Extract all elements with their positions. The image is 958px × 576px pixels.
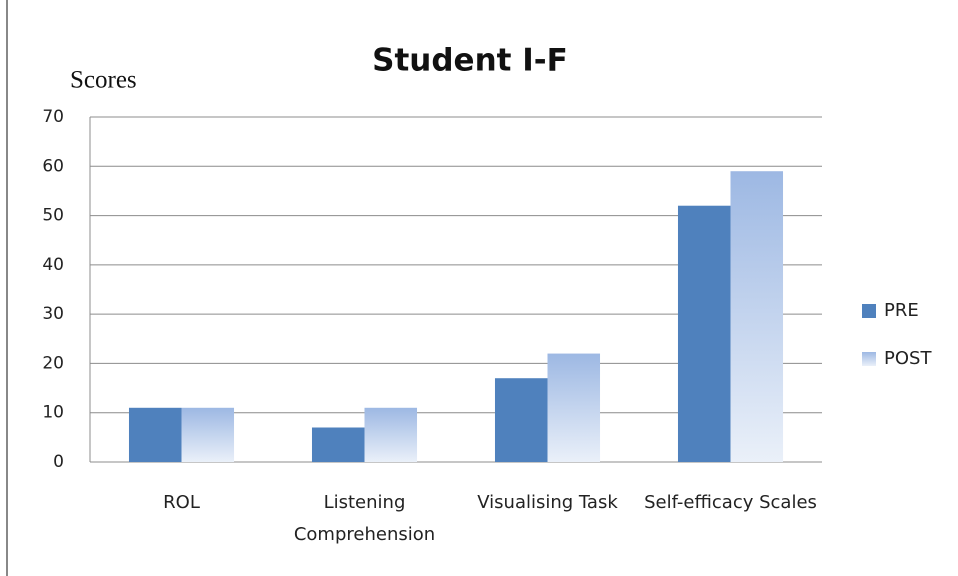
y-tick-label: 10	[42, 403, 64, 423]
x-tick-label: Visualising Task	[477, 492, 618, 513]
y-tick-label: 0	[53, 452, 64, 472]
bar	[311, 427, 365, 462]
bar	[677, 205, 731, 462]
y-tick-label: 60	[42, 156, 64, 176]
legend-label: POST	[884, 348, 932, 369]
y-tick-label: 20	[42, 353, 64, 373]
bar	[730, 171, 784, 462]
bar	[364, 407, 418, 462]
legend-swatch	[862, 304, 876, 318]
x-tick-label: ROL	[163, 492, 200, 513]
y-tick-label: 70	[42, 107, 64, 127]
bar	[128, 407, 182, 462]
y-tick-label: 40	[42, 255, 64, 275]
y-axis-label: Scores	[70, 67, 137, 94]
chart-title: Student I-F	[372, 43, 568, 79]
bar	[547, 353, 601, 462]
legend-label: PRE	[884, 300, 919, 321]
y-tick-label: 50	[42, 206, 64, 226]
legend-swatch	[862, 352, 876, 366]
bar	[494, 378, 548, 462]
x-tick-label: Self-efficacy Scales	[644, 492, 817, 513]
bar	[181, 407, 235, 462]
x-tick-label: Listening Comprehension	[293, 492, 436, 545]
y-tick-label: 30	[42, 304, 64, 324]
